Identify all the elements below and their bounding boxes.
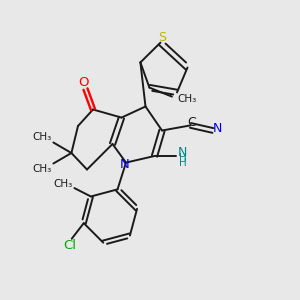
Text: N: N bbox=[178, 146, 188, 159]
Text: O: O bbox=[78, 76, 88, 89]
Text: CH₃: CH₃ bbox=[33, 132, 52, 142]
Text: N: N bbox=[213, 122, 222, 135]
Text: Cl: Cl bbox=[63, 239, 76, 252]
Text: CH₃: CH₃ bbox=[33, 164, 52, 174]
Text: H: H bbox=[179, 153, 187, 164]
Text: H: H bbox=[179, 158, 187, 168]
Text: CH₃: CH₃ bbox=[177, 94, 196, 104]
Text: S: S bbox=[158, 31, 166, 44]
Text: N: N bbox=[120, 158, 129, 172]
Text: CH₃: CH₃ bbox=[54, 178, 73, 189]
Text: C: C bbox=[187, 116, 196, 129]
